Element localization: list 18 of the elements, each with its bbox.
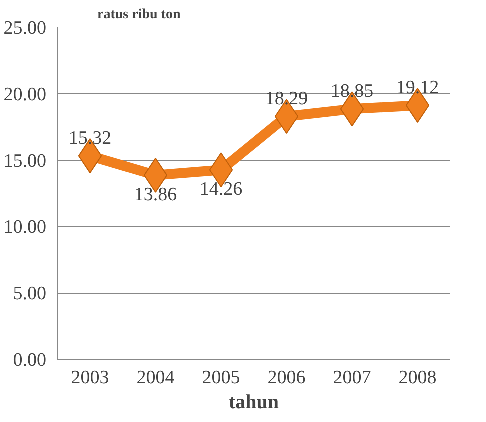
x-tick-label: 2005 [202,368,240,388]
x-tick-label: 2006 [268,368,306,388]
data-label: 13.86 [134,184,178,206]
y-tick-label: 25.00 [4,18,46,39]
y-tick-label: 0.00 [13,350,46,371]
data-label: 15.32 [68,128,112,150]
data-label: 14.26 [200,179,243,200]
y-tick-label: 15.00 [4,150,46,172]
y-tick-label: 5.00 [13,284,46,305]
y-tick-label: 20.00 [4,84,46,106]
x-tick-label: 2004 [136,368,176,388]
data-label: 18.29 [265,88,308,110]
x-tick-label: 2003 [71,368,110,388]
y-axis-title: ratus ribu ton [98,8,181,22]
x-tick-label: 2008 [398,368,437,388]
x-axis-title: tahun [228,392,280,414]
x-tick-label: 2007 [333,368,372,388]
y-tick-label: 10.00 [4,217,46,238]
